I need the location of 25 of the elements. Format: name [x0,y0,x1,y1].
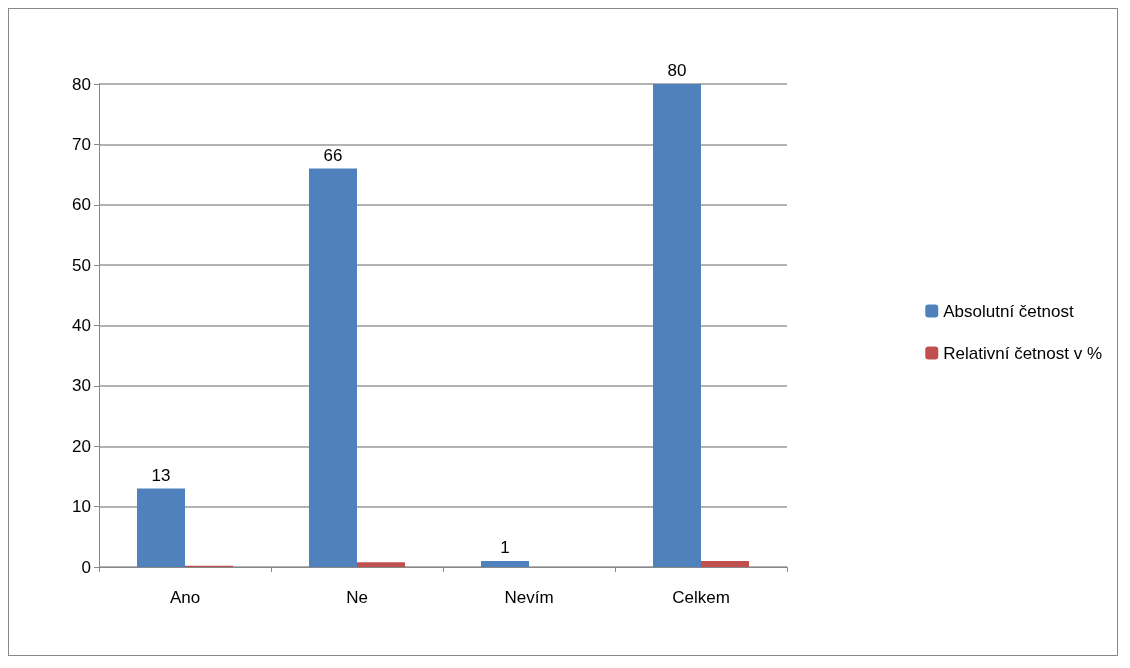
y-tick-label: 20 [72,436,91,456]
bar [481,560,529,567]
bar [701,560,749,567]
bar [309,168,357,567]
x-tick-label: Ano [169,588,201,607]
y-tick-label: 10 [72,497,91,517]
y-tick-label: 0 [81,557,91,577]
y-tick-label: 50 [72,255,91,275]
bar [137,488,185,567]
y-tick-label: 80 [72,74,91,94]
y-tick-label: 60 [72,195,91,215]
bar [357,562,405,567]
data-label: 66 [323,145,343,165]
legend-label: Relativní četnost v % [943,343,1103,363]
y-tick-label: 70 [72,134,91,154]
y-tick-label: 40 [72,316,91,335]
x-tick-label: Nevím [504,588,554,607]
data-label: 80 [667,61,687,80]
x-tick-label: Celkem [672,588,730,607]
data-label: 13 [151,465,171,485]
bar [653,84,701,567]
y-tick-label: 30 [72,376,91,396]
x-tick-label: Ne [346,588,368,607]
legend-label: Absolutní četnost [943,301,1074,321]
data-label: 1 [500,537,510,557]
